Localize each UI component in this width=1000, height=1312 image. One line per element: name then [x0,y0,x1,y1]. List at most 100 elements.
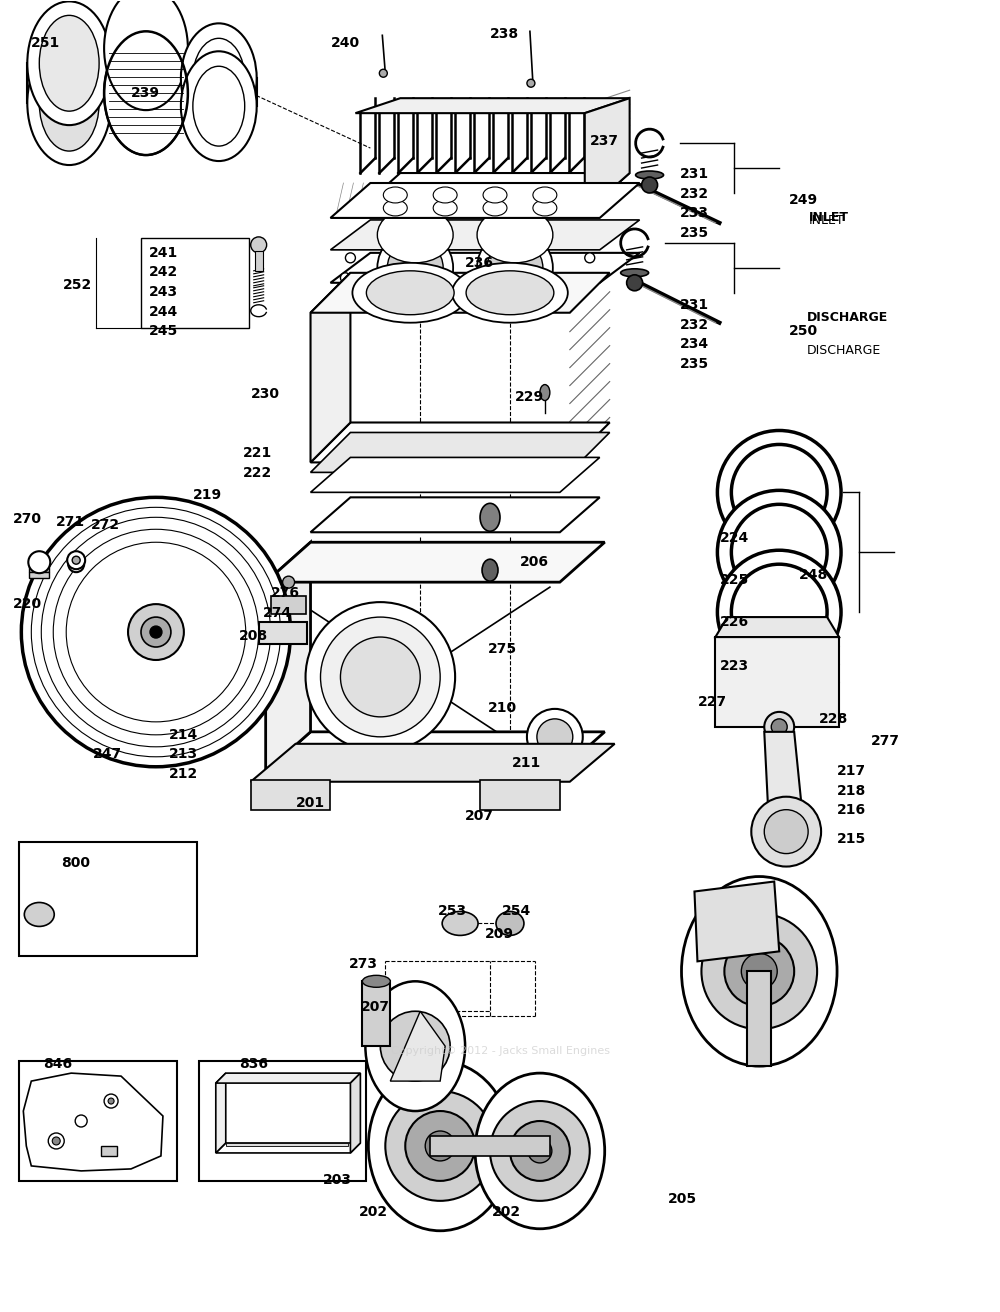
Text: 209: 209 [485,926,514,941]
Ellipse shape [477,230,553,306]
Ellipse shape [385,1092,495,1200]
Ellipse shape [362,975,390,988]
Ellipse shape [104,1094,118,1109]
Text: 247: 247 [93,748,122,761]
Ellipse shape [340,638,420,716]
Text: 800: 800 [61,855,90,870]
Ellipse shape [627,274,643,291]
Ellipse shape [741,954,777,989]
Text: 226: 226 [719,615,749,628]
Bar [715,638,839,727]
Ellipse shape [75,1115,87,1127]
Text: 223: 223 [719,660,749,673]
Polygon shape [350,1073,360,1153]
Ellipse shape [366,270,454,315]
Text: 270: 270 [13,512,42,526]
Polygon shape [715,617,839,638]
Ellipse shape [533,188,557,203]
Text: 213: 213 [169,748,198,761]
Polygon shape [266,542,311,771]
Polygon shape [311,273,610,312]
Text: 221: 221 [243,446,272,461]
Text: 215: 215 [837,832,866,846]
Polygon shape [311,433,610,472]
Ellipse shape [477,207,553,262]
Ellipse shape [475,1073,605,1229]
Ellipse shape [731,445,827,541]
Polygon shape [311,497,600,533]
Ellipse shape [27,41,111,165]
Text: 232: 232 [680,186,709,201]
Bar [29,572,49,579]
Ellipse shape [724,937,794,1006]
Ellipse shape [52,1138,60,1145]
Text: 249: 249 [789,193,818,207]
Text: 225: 225 [719,573,749,586]
Bar [430,1136,550,1156]
Bar [271,596,306,614]
Ellipse shape [405,1111,475,1181]
Bar [774,665,784,677]
Bar [480,779,560,810]
Text: 271: 271 [56,516,85,530]
Ellipse shape [72,560,80,568]
Text: 245: 245 [149,324,178,338]
Text: 253: 253 [438,904,467,918]
Bar [29,567,49,572]
Text: 207: 207 [360,1000,389,1014]
Polygon shape [311,422,610,462]
Text: 222: 222 [243,466,272,480]
Text: 207: 207 [465,808,494,823]
Text: 846: 846 [43,1057,72,1072]
Text: 236: 236 [465,256,494,270]
Ellipse shape [701,913,817,1029]
Ellipse shape [377,207,453,262]
Ellipse shape [380,1012,450,1081]
Text: 252: 252 [63,278,92,293]
Ellipse shape [483,188,507,203]
Ellipse shape [39,16,99,112]
Ellipse shape [128,604,184,660]
Text: 234: 234 [680,337,709,352]
Ellipse shape [383,188,407,203]
Ellipse shape [575,273,585,283]
Text: 202: 202 [358,1206,388,1219]
Ellipse shape [433,199,457,216]
Text: INLET: INLET [809,211,849,224]
Ellipse shape [320,617,440,737]
Polygon shape [330,220,640,249]
Polygon shape [266,732,605,771]
Ellipse shape [387,240,443,295]
Ellipse shape [104,31,188,155]
Text: 233: 233 [680,206,708,220]
Bar [774,546,784,558]
Ellipse shape [510,1120,570,1181]
Text: 243: 243 [149,285,178,299]
Polygon shape [330,253,640,283]
Bar [774,605,784,617]
Text: 836: 836 [239,1057,268,1072]
Ellipse shape [193,66,245,146]
Text: 201: 201 [296,795,325,810]
Ellipse shape [181,51,257,161]
Text: 277: 277 [871,735,900,748]
Ellipse shape [433,188,457,203]
Ellipse shape [731,564,827,660]
Ellipse shape [466,270,554,315]
Polygon shape [694,882,779,962]
Ellipse shape [251,237,267,253]
Ellipse shape [150,626,162,638]
FancyBboxPatch shape [33,893,159,934]
Text: 206: 206 [520,555,549,568]
Text: 240: 240 [330,37,360,50]
Ellipse shape [442,912,478,935]
Text: 239: 239 [131,87,160,100]
Polygon shape [330,182,640,218]
Text: 242: 242 [149,265,178,279]
Polygon shape [585,98,630,213]
Text: 216: 216 [837,803,866,817]
Ellipse shape [537,719,573,754]
Text: 208: 208 [239,630,268,643]
Bar [101,1145,117,1156]
Polygon shape [251,744,615,782]
